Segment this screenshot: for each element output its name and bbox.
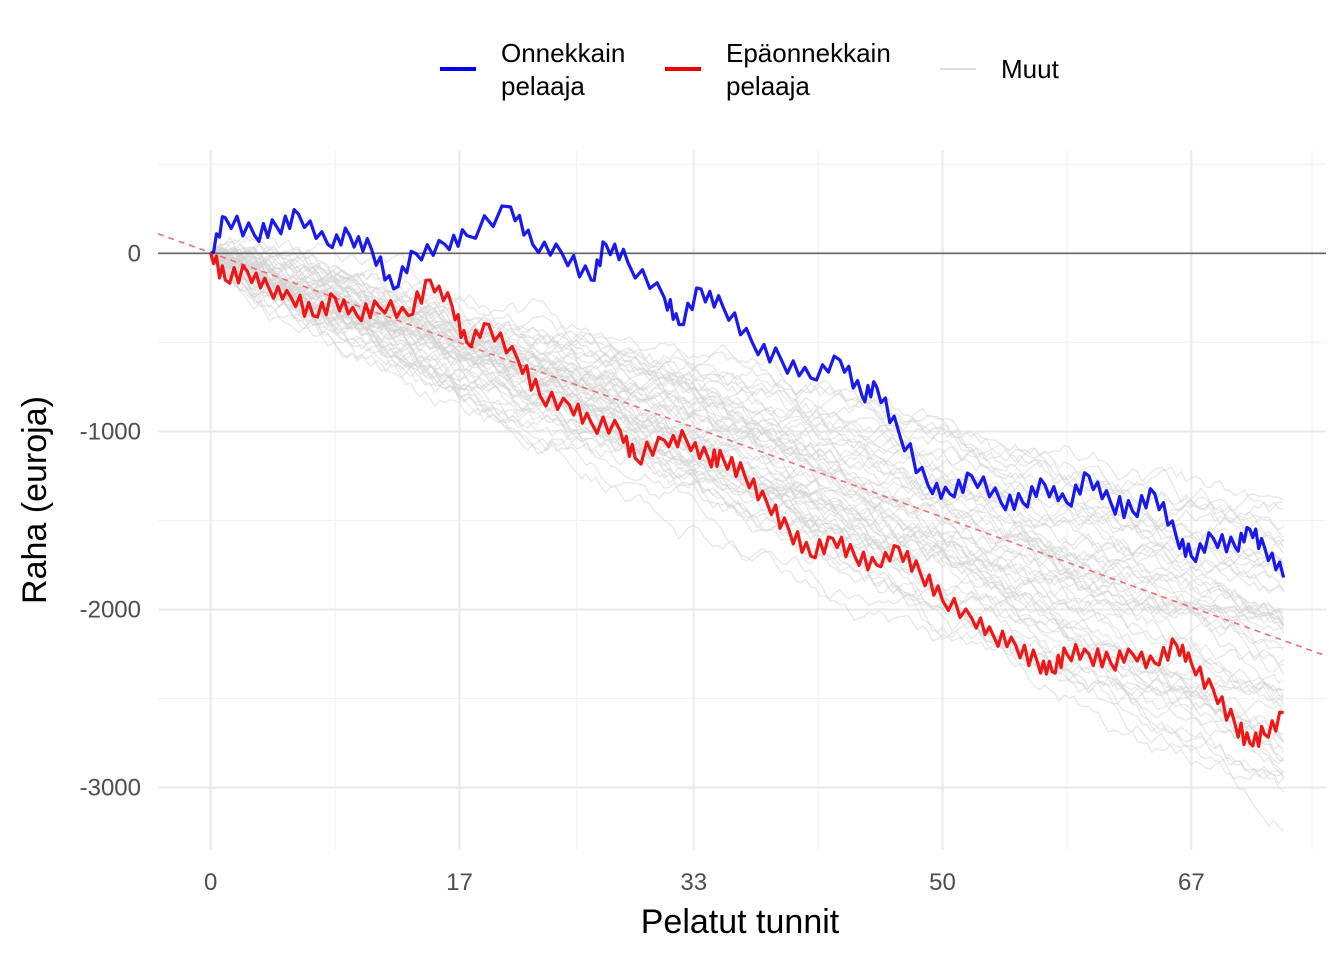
other-player-line xyxy=(210,235,1285,568)
trend-line xyxy=(157,232,1327,657)
other-player-line xyxy=(210,252,1285,587)
x-axis-title: Pelatut tunnit xyxy=(641,903,840,941)
other-player-line xyxy=(210,248,1285,779)
unluckiest-player-line xyxy=(209,252,1284,749)
y-tick-label: -3000 xyxy=(80,775,141,802)
other-player-line xyxy=(210,252,1285,625)
other-player-line xyxy=(210,252,1285,676)
y-tick-label: -2000 xyxy=(80,597,141,624)
other-player-line xyxy=(210,249,1285,785)
legend-label: Muut xyxy=(1001,54,1060,84)
x-tick-label: 0 xyxy=(204,869,217,896)
other-players-lines xyxy=(210,233,1285,832)
axes: 0 17 33 50 67 0 -1000 -2000 -3000 xyxy=(80,240,1205,896)
legend-item: Muut xyxy=(940,54,1060,84)
other-player-line xyxy=(210,248,1285,744)
other-player-line xyxy=(210,252,1284,738)
highlighted-series xyxy=(209,204,1286,749)
y-tick-label: 0 xyxy=(128,240,141,267)
reference-lines xyxy=(157,232,1327,657)
legend-label-line1: Onnekkain xyxy=(501,38,625,68)
other-player-line xyxy=(210,247,1285,554)
legend-label-line2: pelaaja xyxy=(726,71,810,101)
legend-label-line1: Epäonnekkain xyxy=(726,38,891,68)
y-tick-label: -1000 xyxy=(80,418,141,445)
other-player-line xyxy=(210,252,1285,765)
x-tick-label: 33 xyxy=(680,869,707,896)
other-player-line xyxy=(210,250,1284,650)
x-tick-label: 67 xyxy=(1178,869,1205,896)
other-player-line xyxy=(210,252,1284,762)
luckiest-player-line xyxy=(210,204,1286,578)
other-player-line xyxy=(210,251,1284,512)
other-player-line xyxy=(210,252,1285,832)
legend-label-line2: pelaaja xyxy=(501,71,585,101)
other-player-line xyxy=(210,252,1284,572)
x-tick-label: 17 xyxy=(446,869,473,896)
other-player-line xyxy=(210,252,1284,702)
x-tick-label: 50 xyxy=(929,869,956,896)
other-player-line xyxy=(210,252,1285,793)
y-axis-title: Raha (euroja) xyxy=(16,396,54,604)
other-player-line xyxy=(210,250,1284,578)
